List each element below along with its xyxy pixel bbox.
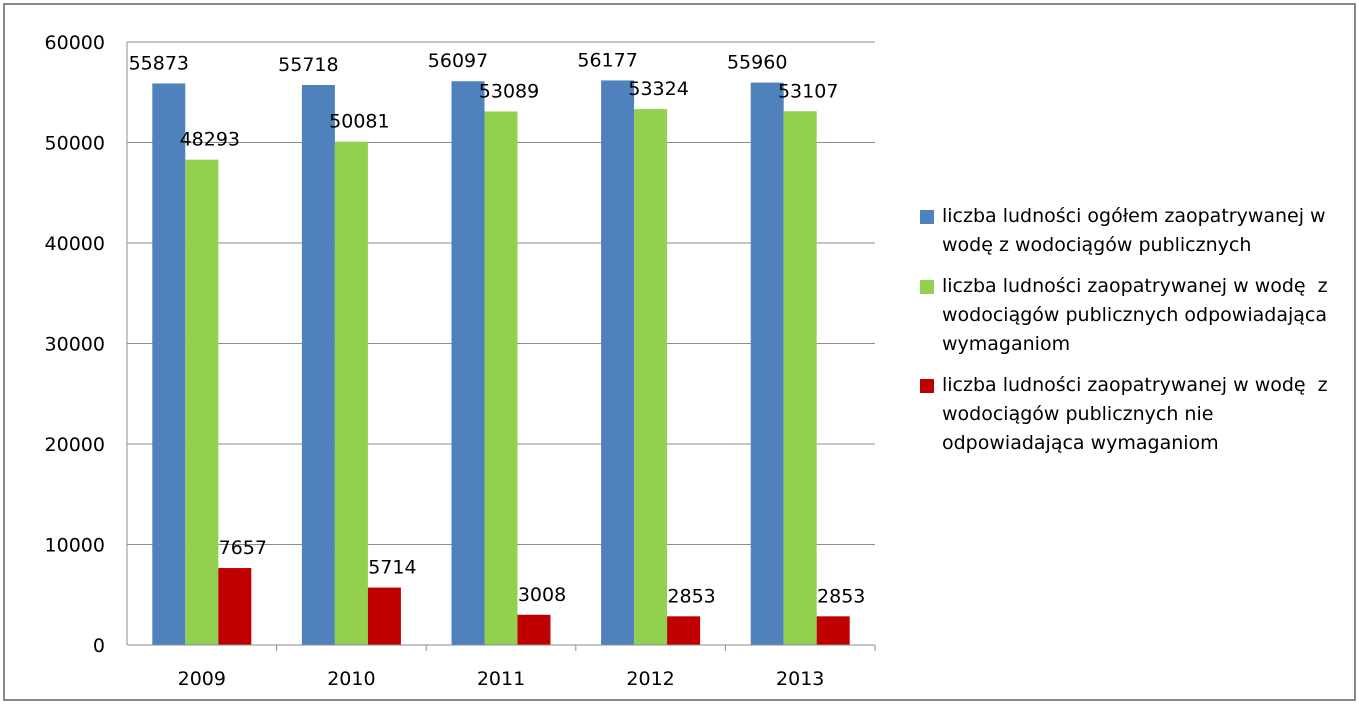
bar [667,616,701,645]
x-tick-label: 2011 [477,668,525,690]
bar [750,82,784,646]
data-label: 53089 [479,80,539,102]
x-tick-label: 2013 [776,668,824,690]
data-label: 53107 [778,80,838,102]
bar [218,568,252,645]
data-label: 55718 [278,54,338,76]
bar [634,109,668,645]
data-label: 3008 [518,584,566,606]
legend-swatch [920,379,934,393]
x-tick-label: 2010 [327,668,375,690]
data-label: 53324 [628,78,688,100]
legend-item: liczba ludności zaopatrywanej w wodę z w… [920,272,1340,359]
data-label: 5714 [368,557,416,579]
bar [783,111,817,645]
legend-item: liczba ludności zaopatrywanej w wodę z w… [920,371,1340,458]
bar [185,159,219,646]
chart-border [3,3,1356,701]
y-tick-label: 0 [93,635,105,657]
bar [451,81,485,645]
data-label: 2853 [817,585,865,607]
bar [152,83,186,646]
legend: liczba ludności ogółem zaopatrywanej w w… [920,202,1340,470]
bar [484,111,518,645]
data-label: 7657 [219,537,267,559]
bar [367,587,401,645]
data-label: 50081 [329,111,389,133]
legend-label: liczba ludności ogółem zaopatrywanej w w… [942,205,1332,256]
y-tick-label: 10000 [45,535,105,557]
x-tick-label: 2009 [178,668,226,690]
bar [334,141,368,645]
data-label: 55873 [129,52,189,74]
y-tick-label: 50000 [45,133,105,155]
y-tick-label: 60000 [45,32,105,54]
data-label: 48293 [180,129,240,151]
data-label: 56097 [428,50,488,72]
x-tick-label: 2012 [626,668,674,690]
bar [816,616,850,645]
y-tick-label: 20000 [45,434,105,456]
legend-item: liczba ludności ogółem zaopatrywanej w w… [920,202,1340,260]
bar [301,85,335,645]
bar [601,80,635,646]
legend-swatch [920,210,934,224]
data-label: 56177 [577,49,637,71]
legend-label: liczba ludności zaopatrywanej w wodę z w… [942,374,1334,454]
data-label: 55960 [727,52,787,74]
legend-swatch [920,280,934,294]
y-tick-label: 40000 [45,233,105,255]
bar [517,614,551,645]
y-tick-label: 30000 [45,334,105,356]
data-label: 2853 [667,585,715,607]
legend-label: liczba ludności zaopatrywanej w wodę z w… [942,275,1334,355]
